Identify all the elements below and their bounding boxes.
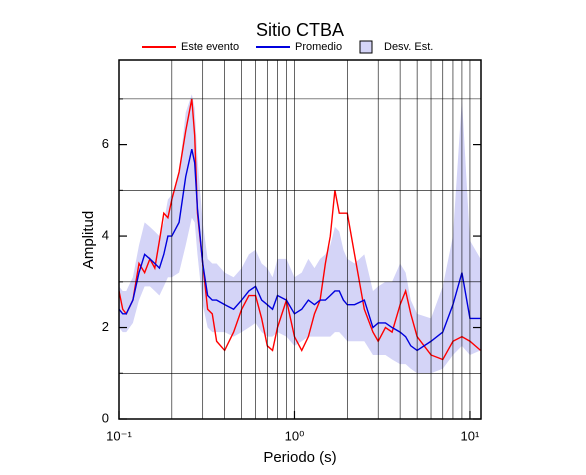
legend-label: Este evento bbox=[181, 41, 239, 53]
std-band bbox=[119, 94, 481, 374]
series-line bbox=[119, 98, 481, 361]
y-tick-label: 4 bbox=[102, 228, 109, 243]
legend-label: Promedio bbox=[295, 41, 342, 53]
y-tick-label: 6 bbox=[102, 136, 109, 151]
legend-label: Desv. Est. bbox=[384, 41, 433, 53]
legend-swatch bbox=[359, 40, 373, 54]
y-tick-label: 0 bbox=[102, 410, 109, 425]
y-tick-label: 2 bbox=[102, 319, 109, 334]
plot-area bbox=[119, 94, 481, 374]
y-axis-label: Amplitud bbox=[80, 211, 97, 269]
x-axis-label: Periodo (s) bbox=[263, 449, 336, 466]
series-line bbox=[119, 149, 481, 352]
chart-title: Sitio CTBA bbox=[256, 20, 344, 40]
x-tick-label: 10¹ bbox=[461, 428, 480, 443]
x-tick-label: 10⁰ bbox=[285, 428, 305, 443]
plot-frame bbox=[118, 59, 482, 420]
x-tick-label: 10⁻¹ bbox=[106, 428, 132, 443]
